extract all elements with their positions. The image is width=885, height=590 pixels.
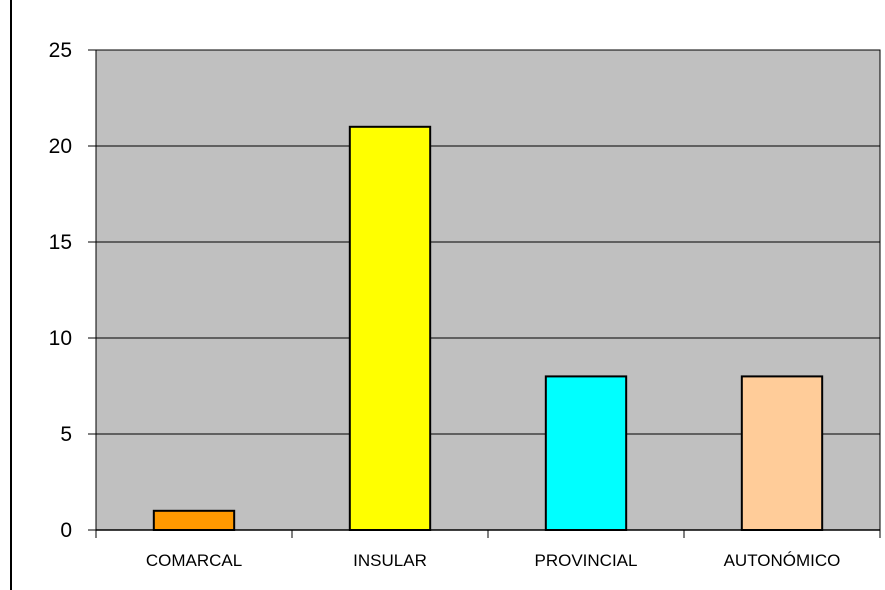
bar-insular bbox=[348, 125, 432, 532]
x-tick-label: PROVINCIAL bbox=[535, 551, 638, 570]
y-tick-label: 25 bbox=[49, 39, 72, 62]
x-tick-label: COMARCAL bbox=[146, 551, 242, 570]
bar-comarcal bbox=[152, 509, 236, 531]
y-tick-label: 0 bbox=[60, 519, 72, 542]
bar-provincial bbox=[544, 375, 628, 531]
bar-autonómico bbox=[740, 375, 824, 531]
x-tick-label: AUTONÓMICO bbox=[724, 551, 841, 570]
y-tick-label: 20 bbox=[49, 135, 72, 158]
y-tick-label: 10 bbox=[49, 327, 72, 350]
y-axis: 0 5 10 15 20 25 bbox=[49, 39, 97, 542]
bars bbox=[152, 125, 824, 532]
y-tick-label: 15 bbox=[49, 231, 72, 254]
x-tick-label: INSULAR bbox=[353, 551, 427, 570]
y-tick-label: 5 bbox=[60, 423, 72, 446]
x-axis: COMARCAL INSULAR PROVINCIAL AUTONÓMICO bbox=[95, 529, 881, 570]
